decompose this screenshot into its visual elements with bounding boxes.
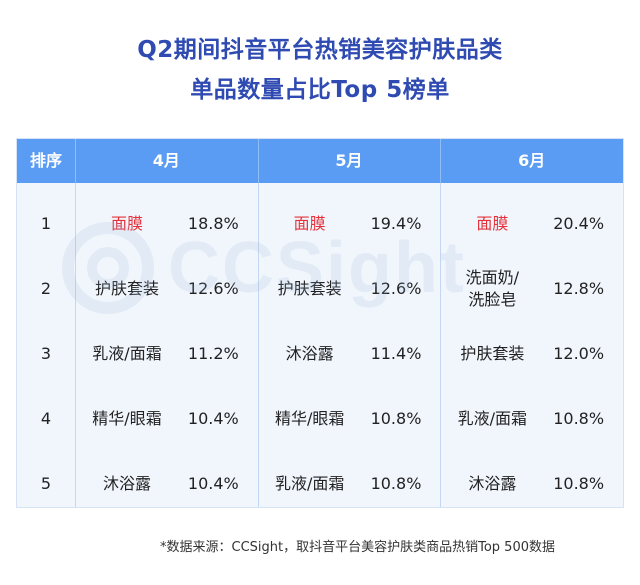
- header-month: 6月: [518, 151, 546, 170]
- product-name: 护肤套装: [277, 278, 342, 298]
- header-month: 4月: [152, 151, 180, 170]
- title-line-1: Q2期间抖音平台热销美容护肤品类: [137, 37, 503, 63]
- product-name: 精华/眼霜: [92, 408, 162, 428]
- share-percent: 20.4%: [553, 213, 605, 233]
- share-percent: 10.4%: [187, 408, 239, 428]
- product-name: 乳液/面霜: [274, 473, 345, 493]
- rank-cell: 4: [40, 408, 52, 428]
- product-name: 精华/眼霜: [274, 408, 345, 428]
- column-divider: [440, 183, 442, 507]
- share-percent: 10.8%: [553, 473, 605, 493]
- ranking-table: 排序 4月 5月 6月 1 面膜 18.8% 面膜 19.4% 面膜 20.4% 2 护肤套装 12.6…: [16, 138, 624, 508]
- table-row: 5 沐浴露 10.4% 乳液/面霜 10.8% 沐浴露 10.8%: [17, 451, 623, 516]
- header-divider: [75, 139, 76, 183]
- share-percent: 11.4%: [370, 343, 422, 363]
- footnote: *数据来源：CCSight，取抖音平台美容护肤类商品热销Top 500数据: [160, 540, 555, 555]
- table-row: 2 护肤套装 12.6% 护肤套装 12.6% 洗面奶/ 洗脸皂 12.8%: [17, 256, 623, 321]
- table-row: 3 乳液/面霜 11.2% 沐浴露 11.4% 护肤套装 12.0%: [17, 321, 623, 386]
- product-name: 乳液/面霜: [457, 408, 528, 428]
- title-line-2: 单品数量占比Top 5榜单: [190, 77, 450, 103]
- header-rank: 排序: [29, 151, 62, 170]
- share-percent: 19.4%: [370, 213, 422, 233]
- rank-cell: 3: [40, 343, 52, 363]
- product-name: 乳液/面霜: [92, 343, 162, 363]
- header-month: 5月: [335, 151, 363, 170]
- product-name: 护肤套装: [460, 343, 525, 363]
- rank-cell: 2: [40, 278, 52, 298]
- share-percent: 12.8%: [553, 278, 605, 298]
- product-name: 洗面奶/ 洗脸皂: [465, 267, 520, 309]
- product-name: 沐浴露: [102, 473, 151, 493]
- share-percent: 10.8%: [370, 473, 422, 493]
- share-percent: 10.8%: [370, 408, 422, 428]
- product-name: 沐浴露: [285, 343, 334, 363]
- table-row: 1 面膜 18.8% 面膜 19.4% 面膜 20.4%: [17, 191, 623, 256]
- product-name: 沐浴露: [468, 473, 517, 493]
- share-percent: 18.8%: [187, 213, 239, 233]
- share-percent: 11.2%: [187, 343, 239, 363]
- share-percent: 12.6%: [370, 278, 422, 298]
- share-percent: 12.0%: [553, 343, 605, 363]
- rank-cell: 1: [40, 213, 52, 233]
- share-percent: 10.8%: [553, 408, 605, 428]
- column-divider: [257, 183, 259, 507]
- share-percent: 12.6%: [187, 278, 239, 298]
- product-name: 面膜: [110, 213, 143, 233]
- table-row: 4 精华/眼霜 10.4% 精华/眼霜 10.8% 乳液/面霜 10.8%: [17, 386, 623, 451]
- product-name: 护肤套装: [94, 278, 159, 298]
- header-divider: [257, 139, 259, 183]
- header-divider: [440, 139, 442, 183]
- share-percent: 10.4%: [187, 473, 239, 493]
- product-name: 面膜: [293, 213, 326, 233]
- product-name: 面膜: [476, 213, 509, 233]
- column-divider: [75, 183, 76, 507]
- table-header: 排序 4月 5月 6月: [17, 139, 623, 183]
- rank-cell: 5: [40, 473, 52, 493]
